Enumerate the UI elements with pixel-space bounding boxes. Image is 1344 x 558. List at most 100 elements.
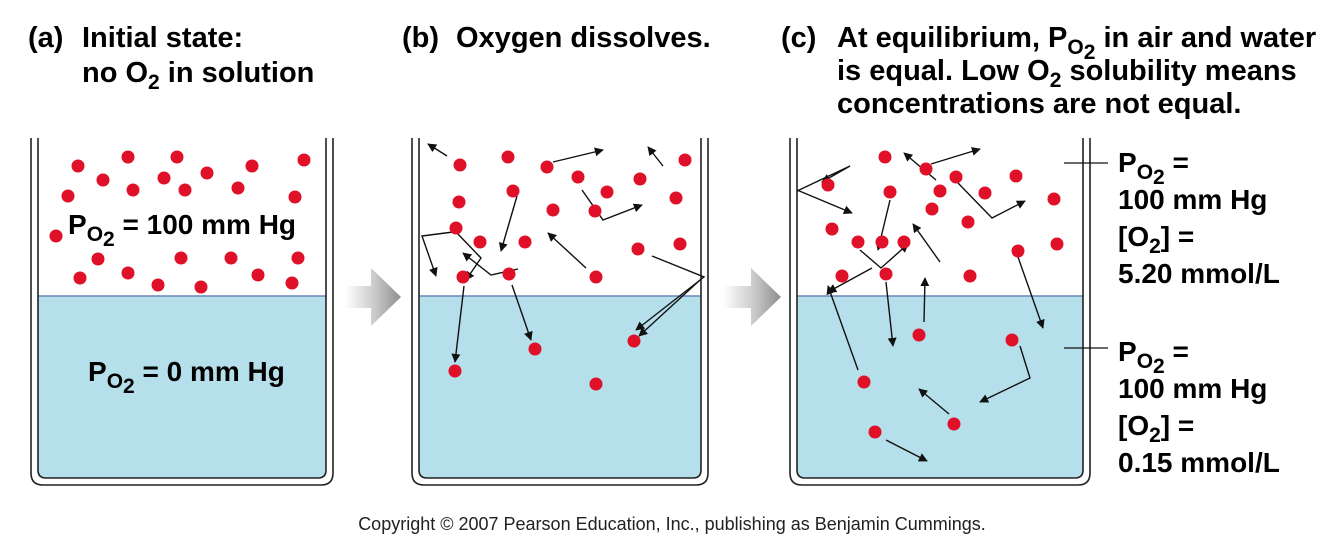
motion-arrow	[1017, 256, 1045, 329]
oxygen-molecule	[1011, 244, 1025, 258]
water-b	[419, 296, 701, 478]
motion-arrow	[920, 277, 930, 323]
text-line: [O2] =	[1118, 221, 1194, 258]
oxygen-molecule	[600, 185, 614, 199]
subscript: 2	[1153, 166, 1165, 189]
motion-arrow	[826, 285, 859, 371]
oxygen-molecule	[157, 171, 171, 185]
oxygen-molecule	[453, 158, 467, 172]
oxygen-molecule	[448, 364, 462, 378]
text-run: P	[68, 209, 87, 240]
panel-c-water-values-line: PO2 =	[1118, 336, 1189, 378]
oxygen-molecule	[288, 190, 302, 204]
subscript: 2	[1149, 235, 1161, 258]
oxygen-molecule	[49, 229, 63, 243]
oxygen-molecule	[297, 153, 311, 167]
motion-arrow	[511, 284, 533, 341]
oxygen-molecule	[673, 237, 687, 251]
text-run: P	[1118, 147, 1137, 178]
water-c	[797, 296, 1083, 478]
text-run: 100 mm Hg	[1118, 373, 1267, 404]
oxygen-molecule	[588, 204, 602, 218]
oxygen-molecule	[851, 235, 865, 249]
motion-arrow	[930, 147, 981, 165]
oxygen-molecule	[879, 267, 893, 281]
oxygen-molecule	[245, 159, 259, 173]
oxygen-molecules	[49, 150, 1064, 439]
text-line: 100 mm Hg	[1118, 373, 1267, 404]
oxygen-molecule	[1050, 237, 1064, 251]
beaker-wall-c	[789, 138, 1091, 486]
text-line: concentrations are not equal.	[837, 88, 1241, 120]
text-run: P	[1118, 336, 1137, 367]
oxygen-molecule	[883, 185, 897, 199]
oxygen-molecule	[449, 221, 463, 235]
subscript: 2	[1084, 41, 1096, 64]
motion-arrow	[552, 147, 604, 163]
panel-a-water-pressure-label-line: PO2 = 0 mm Hg	[88, 356, 285, 398]
text-run: Oxygen dissolves.	[456, 22, 711, 54]
motion-arrow	[796, 165, 851, 192]
oxygen-molecule	[821, 178, 835, 192]
subscript: O	[87, 223, 103, 246]
motion-arrow	[859, 243, 909, 269]
panel-c-air-values-line: 5.20 mmol/L	[1118, 258, 1280, 289]
motion-arrow	[421, 231, 454, 277]
oxygen-molecule	[589, 270, 603, 284]
oxygen-molecule	[285, 276, 299, 290]
oxygen-molecule	[835, 269, 849, 283]
panel-c-water-values-line: 100 mm Hg	[1118, 373, 1267, 404]
panel-c-water-values-line: [O2] =	[1118, 410, 1194, 447]
panel-c-title-line: is equal. Low O2 solubility means	[837, 55, 1297, 92]
text-line: PO2 = 0 mm Hg	[88, 356, 285, 398]
panel-tag: (c)	[781, 22, 816, 54]
panel-c-air-values-line: 100 mm Hg	[1118, 184, 1267, 215]
text-run: concentrations are not equal.	[837, 88, 1241, 120]
oxygen-molecule	[251, 268, 265, 282]
oxygen-molecule	[1005, 333, 1019, 347]
text-run: At equilibrium, P	[837, 22, 1067, 54]
oxygen-molecule	[933, 184, 947, 198]
text-line: PO2 = 100 mm Hg	[68, 209, 296, 251]
oxygen-molecule	[121, 266, 135, 280]
copyright-notice: Copyright © 2007 Pearson Education, Inc.…	[358, 514, 986, 534]
oxygen-molecule	[1047, 192, 1061, 206]
water-a	[38, 296, 326, 478]
subscript: 2	[123, 375, 135, 398]
text-run: P	[88, 356, 107, 387]
text-line: is equal. Low O2 solubility means	[837, 55, 1297, 92]
oxygen-molecule	[291, 251, 305, 265]
text-line: At equilibrium, PO2 in air and water	[837, 22, 1316, 64]
oxygen-molecule	[857, 375, 871, 389]
text-line: 5.20 mmol/L	[1118, 258, 1280, 289]
oxygen-molecule	[91, 252, 105, 266]
oxygen-molecule	[452, 195, 466, 209]
oxygen-molecule	[925, 202, 939, 216]
panel-c-air-values-line: PO2 =	[1118, 147, 1189, 189]
motion-arrow	[498, 195, 518, 252]
motion-arrow	[451, 285, 465, 363]
oxygen-molecule	[546, 203, 560, 217]
motion-arrow	[912, 223, 941, 263]
oxygen-molecule	[963, 269, 977, 283]
motion-arrow	[885, 281, 897, 347]
beaker-wall-b	[411, 138, 709, 486]
oxygen-molecule	[961, 215, 975, 229]
motion-arrow	[635, 255, 706, 331]
oxygen-molecule	[540, 160, 554, 174]
text-run: 0.15 mmol/L	[1118, 447, 1280, 478]
oxygen-molecule	[875, 235, 889, 249]
process-arrow-a-to-b	[345, 268, 401, 326]
oxygen-molecule	[919, 162, 933, 176]
oxygen-molecule	[528, 342, 542, 356]
text-line: PO2 =	[1118, 147, 1189, 189]
motion-arrow	[827, 267, 873, 293]
oxygen-molecule	[473, 235, 487, 249]
oxygen-molecule	[947, 417, 961, 431]
text-line: PO2 =	[1118, 336, 1189, 378]
oxygen-molecule	[912, 328, 926, 342]
text-line: 0.15 mmol/L	[1118, 447, 1280, 478]
text-line: Initial state:	[82, 22, 243, 54]
motion-arrow	[647, 146, 664, 167]
